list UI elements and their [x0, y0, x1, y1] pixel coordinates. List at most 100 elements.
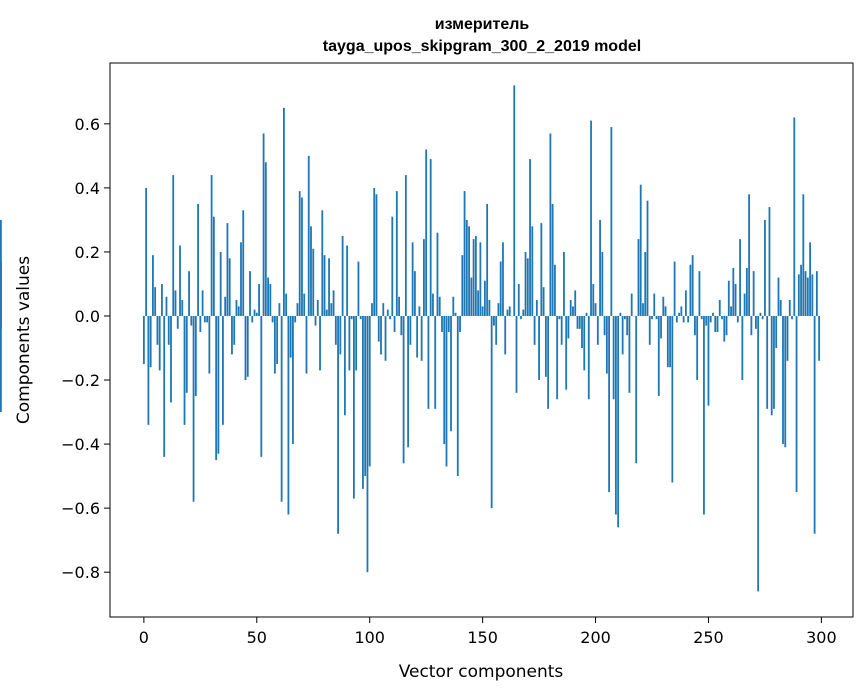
bar-197	[587, 315, 590, 400]
bar-189	[569, 299, 572, 316]
bar-221	[642, 303, 644, 316]
bar-256	[721, 315, 723, 320]
bar-275	[764, 219, 766, 316]
bar-222	[644, 251, 647, 316]
bar-115	[402, 315, 405, 464]
bar-113	[398, 296, 400, 316]
bar-19	[185, 315, 188, 393]
bar-101	[371, 303, 373, 316]
bar-32	[215, 315, 218, 461]
bar-109	[389, 315, 391, 320]
bar-248	[703, 315, 705, 515]
bar-102	[373, 187, 376, 316]
bar-61	[280, 315, 283, 502]
bar-84	[332, 290, 335, 316]
bar-285	[786, 315, 789, 361]
bar-144	[468, 226, 470, 316]
bar-224	[648, 315, 651, 345]
bar-7	[158, 315, 161, 371]
bar-127	[429, 159, 432, 316]
bar-68	[296, 303, 299, 316]
bar-143	[465, 219, 468, 316]
bar-16	[179, 245, 181, 316]
bar-201	[596, 315, 599, 345]
bar-103	[375, 194, 378, 316]
bar-116	[404, 175, 407, 316]
bars-group	[0, 85, 821, 592]
bar-288	[793, 117, 796, 316]
bar-35	[222, 315, 224, 425]
bar-194	[581, 315, 583, 348]
bar-108	[386, 309, 389, 316]
bar-172	[531, 226, 534, 316]
bar-156	[495, 315, 498, 345]
bar-162	[508, 306, 511, 316]
bar-160	[504, 315, 507, 355]
bar-237	[678, 312, 681, 316]
bar-15	[176, 315, 179, 329]
bar-239	[682, 315, 685, 323]
bar-279	[773, 315, 775, 409]
bar-164	[513, 85, 516, 316]
bar-262	[734, 283, 737, 316]
bar-296	[811, 274, 814, 316]
bar-180	[549, 133, 552, 316]
bar-57	[271, 315, 274, 323]
bar-174	[535, 299, 538, 316]
bar-29	[208, 315, 211, 374]
bar-105	[380, 315, 382, 355]
bar-83	[330, 303, 333, 316]
bar-85	[334, 315, 337, 345]
bar-20	[188, 271, 190, 316]
bar-5	[154, 287, 157, 316]
bar-51	[258, 283, 260, 316]
bar-208	[612, 315, 615, 400]
bar-272	[757, 315, 760, 592]
bar-74	[310, 226, 312, 316]
bar-153	[488, 299, 491, 316]
bar-179	[547, 315, 550, 409]
x-tick-label: 300	[806, 628, 837, 647]
bar-4	[152, 255, 154, 316]
bar-267	[745, 267, 748, 316]
bar-226	[653, 293, 656, 316]
bar-212	[621, 315, 624, 355]
bar-273	[759, 312, 762, 316]
bar-88	[341, 235, 344, 316]
bar-150	[481, 306, 484, 316]
bar-30	[210, 175, 213, 316]
bar-198	[590, 120, 592, 316]
bar-269	[750, 315, 753, 336]
bar-52	[260, 315, 263, 457]
bar-93	[353, 315, 355, 499]
y-tick-label: −0.4	[61, 435, 100, 454]
bar-73	[307, 155, 310, 316]
bar-282	[779, 299, 782, 316]
bar-215	[628, 315, 631, 393]
bar-58	[273, 315, 276, 374]
bar-41	[235, 299, 238, 316]
bar-291	[800, 264, 802, 316]
bar-155	[493, 315, 495, 326]
bar-205	[605, 315, 608, 374]
bar-80	[323, 255, 326, 316]
bar-265	[741, 315, 744, 381]
bar-140	[459, 315, 461, 332]
bar-86	[337, 315, 339, 534]
bar-75	[312, 248, 315, 316]
bar-undefined	[0, 315, 2, 413]
bar-176	[540, 223, 543, 316]
bar-232	[666, 315, 669, 368]
bar-undefined	[0, 261, 2, 316]
bar-135	[447, 315, 450, 332]
bar-0	[142, 315, 145, 365]
bar-290	[797, 274, 800, 316]
bar-10	[165, 296, 168, 316]
bar-106	[382, 303, 385, 316]
bar-59	[276, 315, 279, 365]
bar-104	[377, 315, 380, 342]
bar-70	[301, 197, 303, 316]
bar-134	[445, 315, 448, 467]
bar-240	[684, 290, 687, 316]
bar-278	[770, 315, 773, 416]
